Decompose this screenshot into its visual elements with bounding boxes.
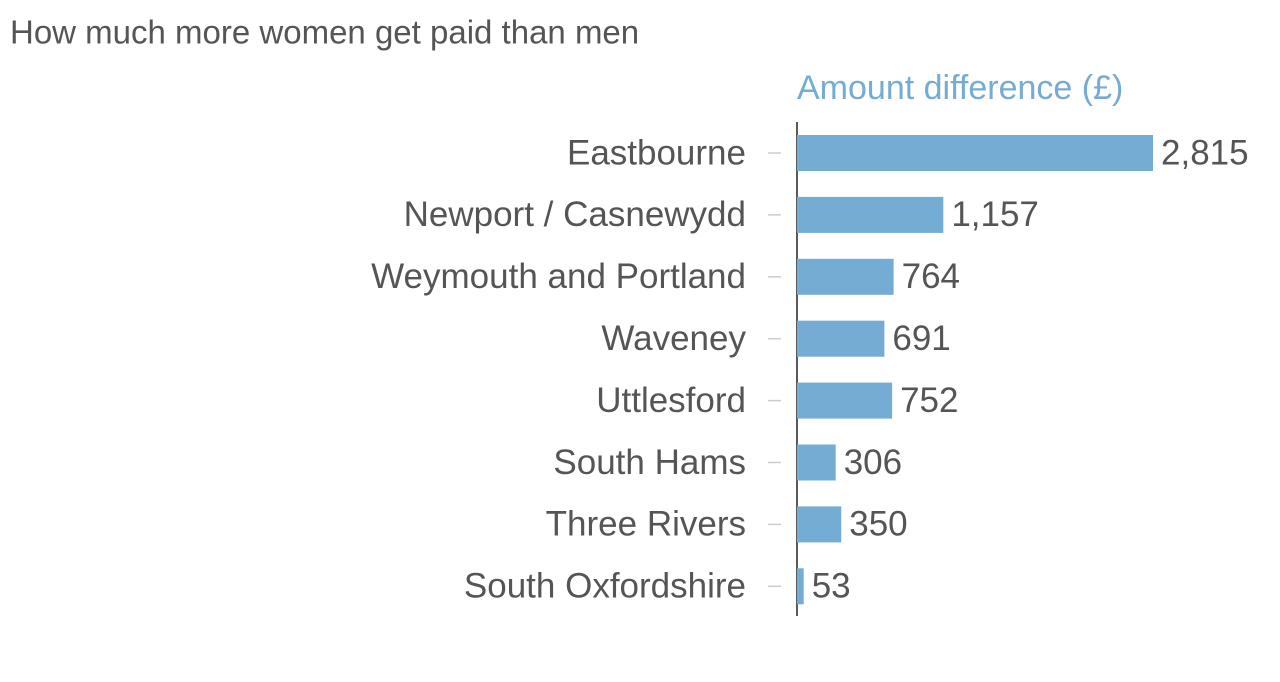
category-label: Three Rivers — [546, 505, 746, 544]
value-label: 691 — [892, 319, 950, 358]
bar — [797, 258, 894, 295]
category-label: Uttlesford — [596, 381, 746, 420]
value-label: 1,157 — [951, 195, 1039, 234]
value-label: 752 — [900, 381, 958, 420]
category-label: South Oxfordshire — [464, 567, 746, 606]
category-label: Weymouth and Portland — [371, 257, 746, 296]
bar — [797, 506, 842, 543]
bar — [797, 444, 836, 481]
bar — [797, 320, 885, 357]
category-label: Newport / Casnewydd — [404, 195, 746, 234]
value-label: 764 — [902, 257, 960, 296]
category-label: Eastbourne — [567, 133, 746, 172]
value-label: 53 — [812, 567, 851, 606]
bar — [797, 382, 893, 419]
bar — [797, 135, 1153, 171]
value-label: 350 — [849, 505, 907, 544]
category-label: Waveney — [601, 319, 746, 358]
chart-title: How much more women get paid than men — [10, 14, 639, 51]
bar — [797, 568, 804, 605]
bar — [797, 196, 944, 233]
category-label: South Hams — [553, 443, 746, 482]
value-label: 2,815 — [1161, 133, 1249, 172]
axis-subtitle: Amount difference (£) — [797, 69, 1123, 107]
value-label: 306 — [844, 443, 902, 482]
